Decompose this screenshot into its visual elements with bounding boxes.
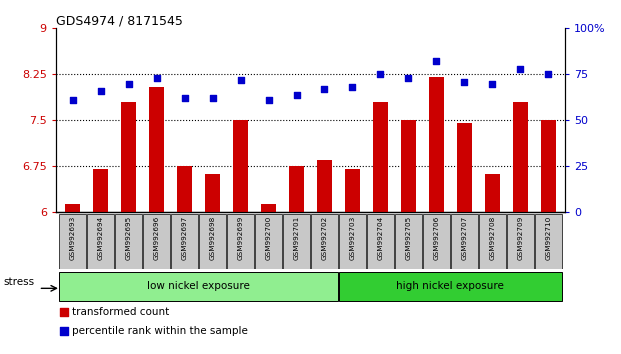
Bar bbox=[199, 214, 226, 269]
Bar bbox=[59, 214, 86, 269]
Bar bbox=[317, 160, 332, 212]
Bar bbox=[456, 124, 472, 212]
Text: percentile rank within the sample: percentile rank within the sample bbox=[72, 326, 248, 336]
Bar bbox=[87, 214, 114, 269]
Bar bbox=[205, 174, 220, 212]
Bar bbox=[59, 272, 338, 301]
Text: GSM992706: GSM992706 bbox=[433, 215, 440, 259]
Bar bbox=[177, 166, 193, 212]
Point bbox=[460, 79, 469, 85]
Text: GSM992707: GSM992707 bbox=[461, 215, 468, 259]
Point bbox=[404, 75, 414, 81]
Point bbox=[207, 96, 217, 101]
Point bbox=[375, 76, 385, 82]
Bar bbox=[339, 214, 366, 269]
Bar bbox=[484, 174, 500, 212]
Bar bbox=[428, 78, 444, 212]
Point bbox=[235, 77, 245, 83]
Text: GSM992705: GSM992705 bbox=[406, 215, 412, 259]
Point bbox=[432, 59, 442, 64]
Text: GSM992703: GSM992703 bbox=[350, 215, 355, 259]
Text: GSM992702: GSM992702 bbox=[322, 215, 327, 259]
Bar bbox=[227, 214, 254, 269]
Bar bbox=[507, 214, 534, 269]
Point bbox=[376, 72, 386, 77]
Bar bbox=[401, 120, 416, 212]
Point bbox=[179, 96, 189, 101]
Bar bbox=[541, 120, 556, 212]
Bar bbox=[423, 214, 450, 269]
Text: GSM992708: GSM992708 bbox=[489, 215, 496, 259]
Bar bbox=[395, 214, 422, 269]
Bar bbox=[233, 120, 248, 212]
Text: GSM992693: GSM992693 bbox=[70, 215, 76, 259]
Bar bbox=[451, 214, 478, 269]
Text: stress: stress bbox=[3, 277, 34, 287]
Bar bbox=[513, 102, 528, 212]
Bar bbox=[283, 214, 310, 269]
Text: low nickel exposure: low nickel exposure bbox=[147, 281, 250, 291]
Bar bbox=[93, 170, 108, 212]
Text: GSM992701: GSM992701 bbox=[294, 215, 299, 259]
Point bbox=[348, 84, 358, 90]
Bar bbox=[311, 214, 338, 269]
Text: GDS4974 / 8171545: GDS4974 / 8171545 bbox=[56, 14, 183, 27]
Point bbox=[152, 75, 161, 81]
Text: GSM992710: GSM992710 bbox=[545, 215, 551, 259]
Text: GSM992694: GSM992694 bbox=[97, 215, 104, 259]
Bar bbox=[65, 204, 80, 212]
Point bbox=[291, 92, 301, 97]
Text: GSM992696: GSM992696 bbox=[153, 215, 160, 259]
Bar bbox=[345, 170, 360, 212]
Point bbox=[487, 81, 497, 86]
Bar bbox=[373, 102, 388, 212]
Text: transformed count: transformed count bbox=[72, 307, 170, 316]
Bar bbox=[479, 214, 505, 269]
Point bbox=[124, 81, 134, 86]
Bar bbox=[535, 214, 562, 269]
Bar bbox=[367, 214, 394, 269]
Text: GSM992699: GSM992699 bbox=[238, 215, 243, 259]
Text: high nickel exposure: high nickel exposure bbox=[396, 281, 504, 291]
Bar bbox=[261, 204, 276, 212]
Text: GSM992700: GSM992700 bbox=[266, 215, 271, 259]
Text: GSM992704: GSM992704 bbox=[378, 215, 383, 259]
Bar bbox=[116, 214, 142, 269]
Bar bbox=[255, 214, 282, 269]
Bar bbox=[289, 166, 304, 212]
Point bbox=[68, 97, 78, 103]
Point bbox=[375, 253, 385, 259]
Bar bbox=[121, 102, 137, 212]
Point bbox=[96, 88, 106, 94]
Bar bbox=[149, 87, 165, 212]
Text: GSM992695: GSM992695 bbox=[125, 215, 132, 259]
Point bbox=[515, 66, 525, 72]
Point bbox=[263, 97, 273, 103]
Bar bbox=[339, 272, 562, 301]
Bar bbox=[143, 214, 170, 269]
Text: GSM992709: GSM992709 bbox=[517, 215, 524, 259]
Text: GSM992698: GSM992698 bbox=[209, 215, 215, 259]
Bar bbox=[171, 214, 198, 269]
Point bbox=[320, 86, 330, 92]
Text: GSM992697: GSM992697 bbox=[181, 215, 188, 259]
Point bbox=[543, 72, 553, 77]
